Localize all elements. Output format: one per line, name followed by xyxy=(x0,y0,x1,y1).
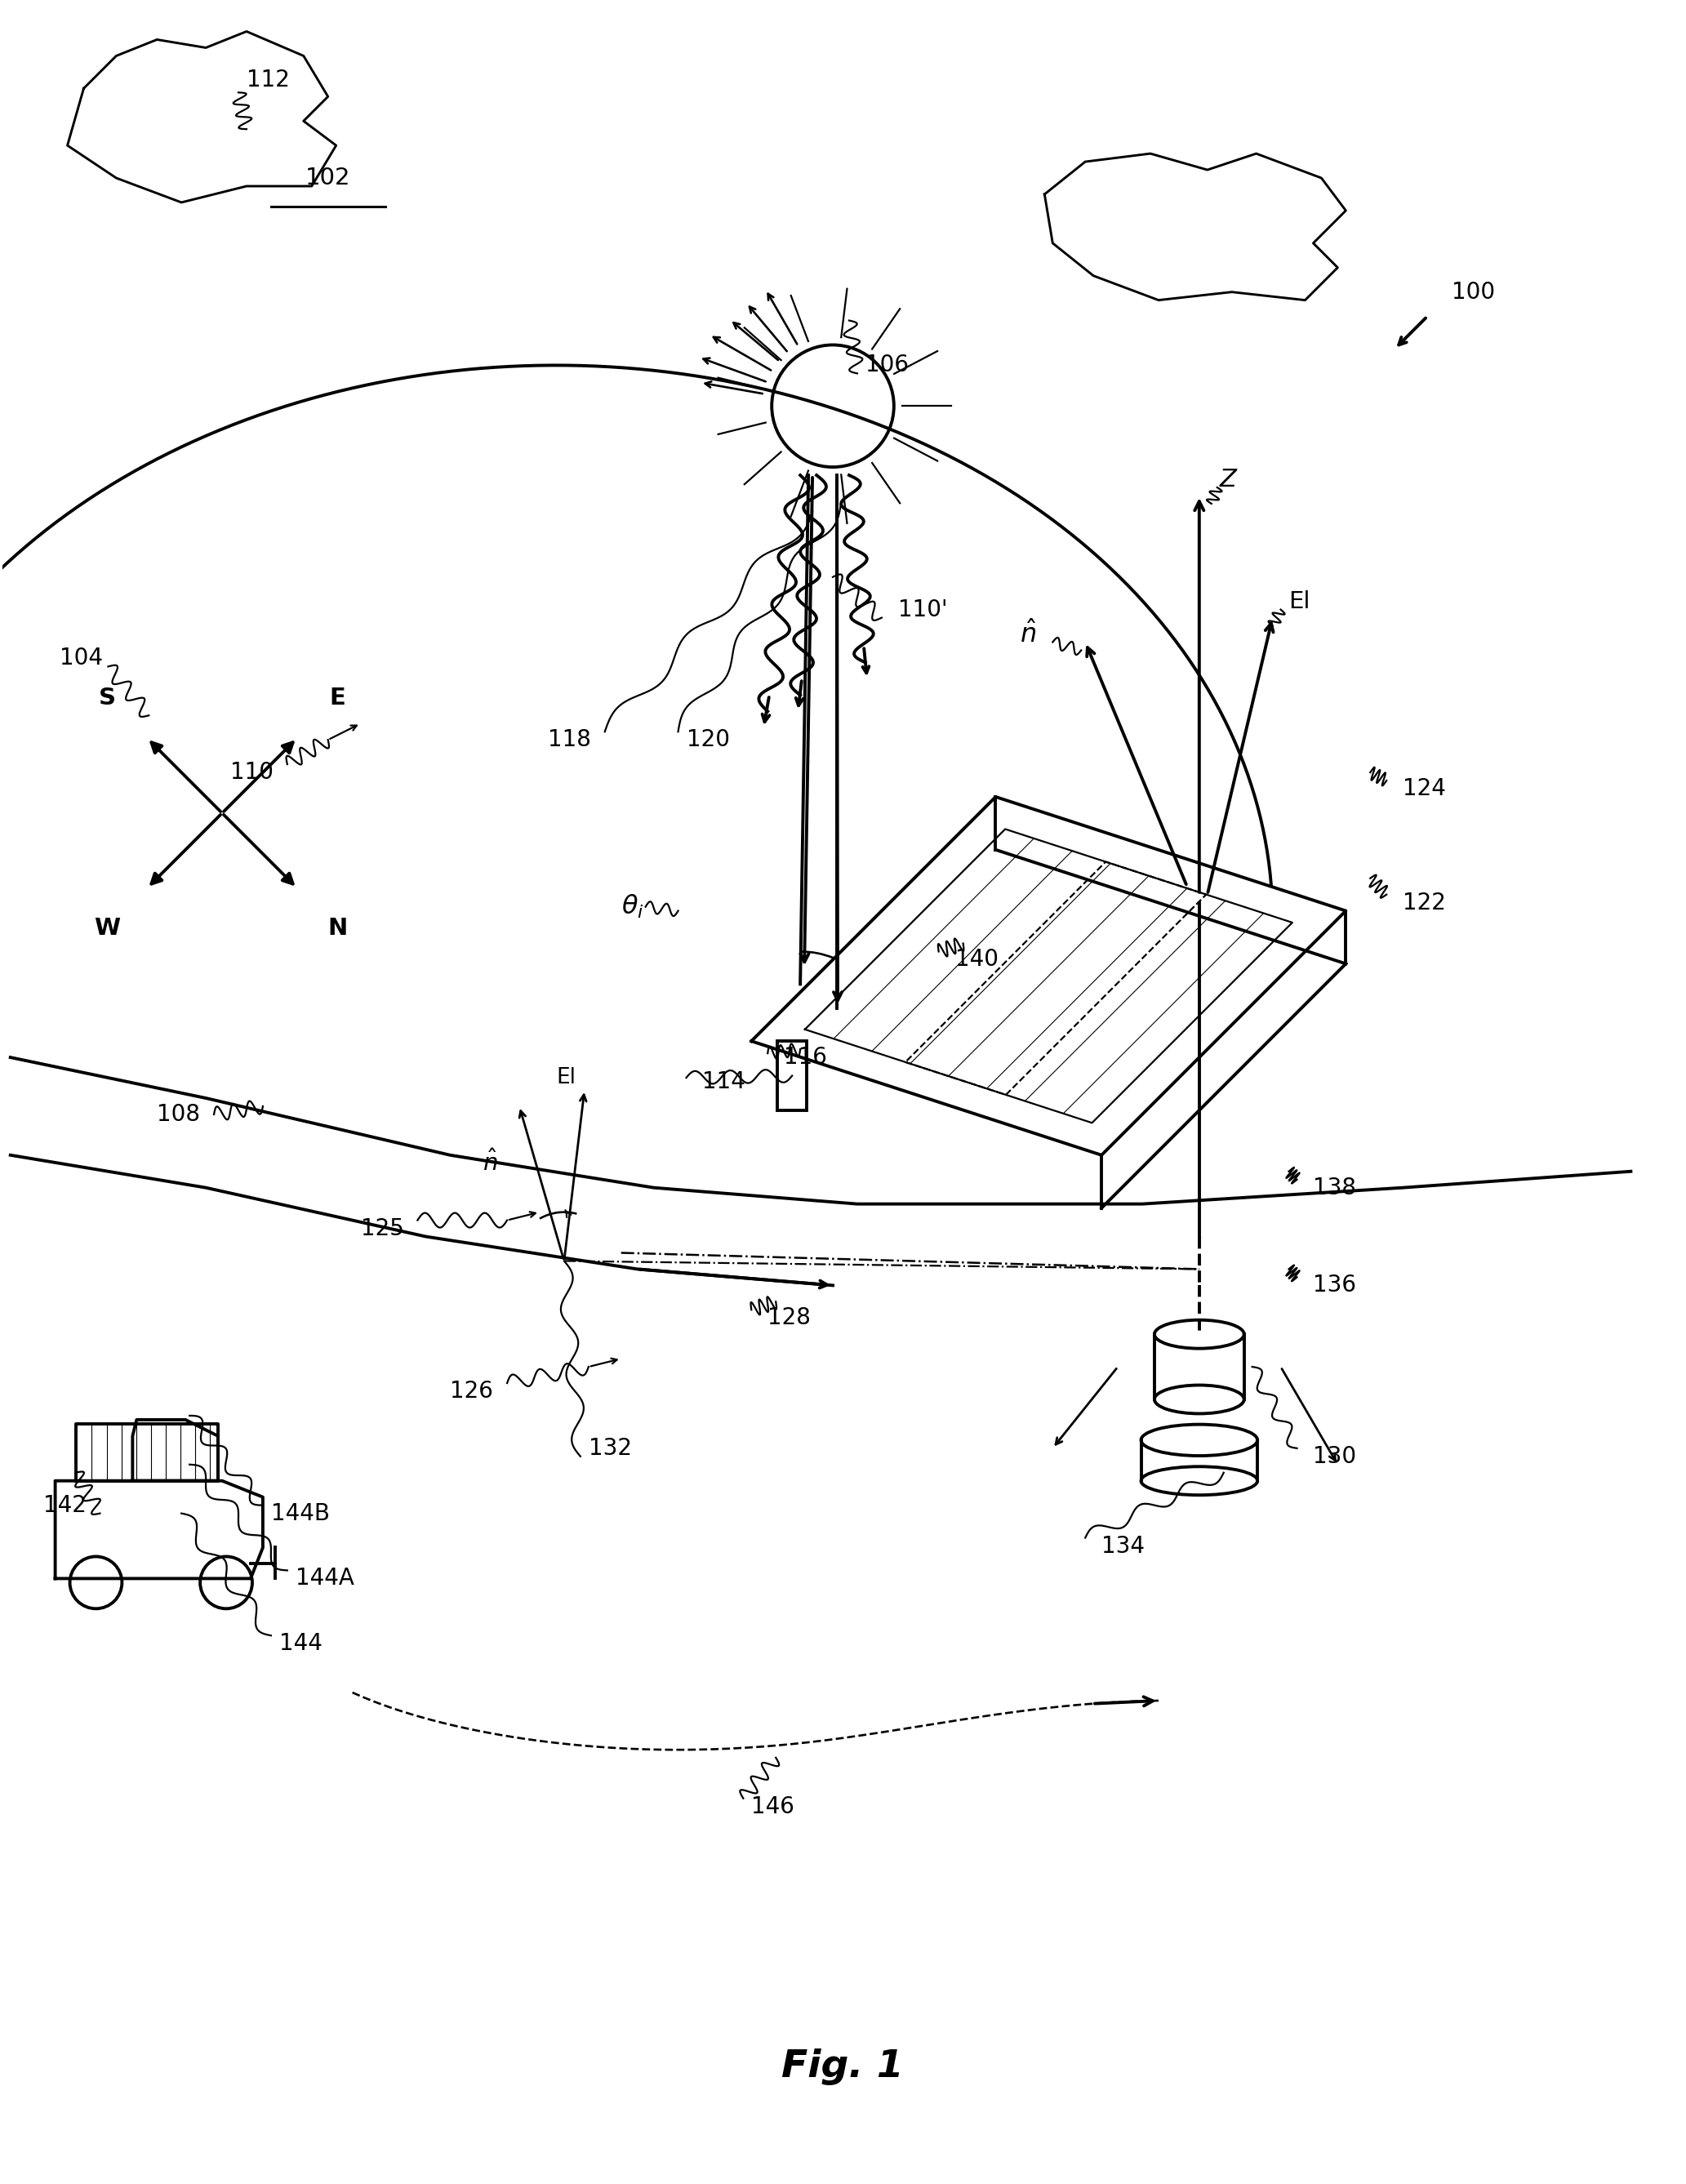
Ellipse shape xyxy=(1141,1424,1258,1457)
Ellipse shape xyxy=(1141,1465,1258,1496)
Text: Fig. 1: Fig. 1 xyxy=(781,2049,904,2086)
Text: 120: 120 xyxy=(686,729,730,751)
Text: 122: 122 xyxy=(1403,891,1447,915)
Text: 144A: 144A xyxy=(295,1568,354,1590)
Text: 116: 116 xyxy=(784,1046,828,1068)
Text: 108: 108 xyxy=(157,1103,201,1125)
Text: 110: 110 xyxy=(231,760,273,784)
Text: 136: 136 xyxy=(1313,1273,1357,1297)
Text: 128: 128 xyxy=(767,1306,811,1330)
Text: 142: 142 xyxy=(42,1494,86,1516)
Text: 114: 114 xyxy=(703,1070,745,1094)
Text: 104: 104 xyxy=(59,646,103,670)
Text: 140: 140 xyxy=(954,948,998,972)
Polygon shape xyxy=(76,1424,217,1481)
Text: E: E xyxy=(329,686,346,710)
Text: 110': 110' xyxy=(899,598,948,620)
Text: 132: 132 xyxy=(588,1437,632,1459)
Text: 130: 130 xyxy=(1313,1446,1357,1468)
Circle shape xyxy=(772,345,894,467)
Text: 118: 118 xyxy=(548,729,592,751)
Text: 106: 106 xyxy=(865,354,909,376)
Text: 100: 100 xyxy=(1452,280,1495,304)
Text: 124: 124 xyxy=(1403,778,1447,799)
Ellipse shape xyxy=(1155,1385,1244,1413)
Text: El: El xyxy=(556,1068,575,1088)
Text: $\hat{n}$: $\hat{n}$ xyxy=(1020,620,1037,649)
Text: Z: Z xyxy=(1219,467,1236,491)
Text: 125: 125 xyxy=(361,1216,403,1241)
Ellipse shape xyxy=(1155,1319,1244,1348)
Circle shape xyxy=(201,1557,253,1610)
Text: 112: 112 xyxy=(246,70,290,92)
Text: El: El xyxy=(1288,590,1310,614)
Text: S: S xyxy=(98,686,116,710)
Text: 126: 126 xyxy=(450,1380,494,1402)
Text: 102: 102 xyxy=(305,166,351,190)
Text: 138: 138 xyxy=(1313,1177,1357,1199)
Text: 134: 134 xyxy=(1101,1535,1145,1557)
Text: N: N xyxy=(327,917,347,939)
Circle shape xyxy=(69,1557,121,1610)
Text: 144B: 144B xyxy=(271,1503,330,1524)
Bar xyxy=(777,1042,808,1109)
Text: $\hat{n}$: $\hat{n}$ xyxy=(482,1151,497,1175)
Text: $\theta_i$: $\theta_i$ xyxy=(620,893,644,919)
Text: 146: 146 xyxy=(752,1795,794,1817)
Text: 144: 144 xyxy=(280,1631,322,1655)
Text: W: W xyxy=(94,917,120,939)
